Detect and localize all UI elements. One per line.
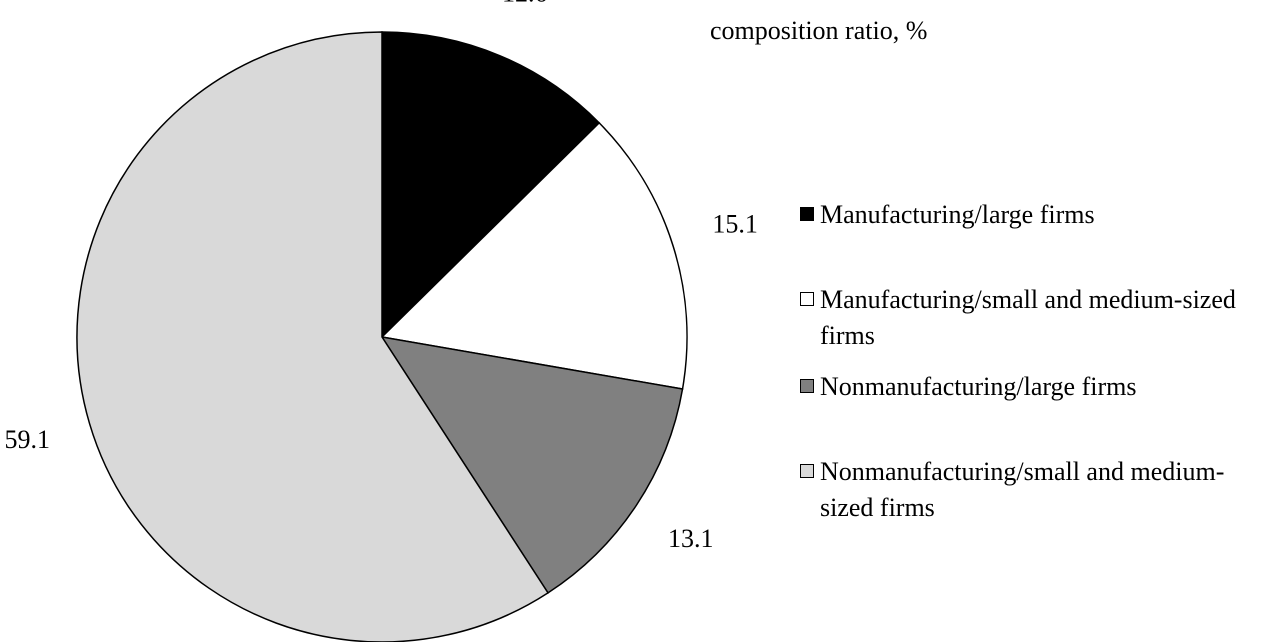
data-label: 13.1 (668, 524, 714, 553)
legend-label: Manufacturing/large firms (820, 200, 1095, 229)
pie-slice (380, 121, 688, 390)
legend-item: Nonmanufacturing/small and medium-sized … (800, 454, 1240, 526)
legend-item: Manufacturing/large firms (800, 197, 1240, 233)
legend-label: Nonmanufacturing/large firms (820, 372, 1137, 401)
legend-item: Manufacturing/small and medium-sized fir… (800, 282, 1240, 354)
legend-item: Nonmanufacturing/large firms (800, 369, 1240, 405)
chart-subtitle: composition ratio, % (710, 16, 927, 45)
legend-swatch (800, 207, 814, 221)
legend-swatch (800, 464, 814, 478)
data-label: 15.1 (712, 209, 758, 238)
data-label: 59.1 (4, 425, 50, 454)
pie-slice (381, 31, 601, 339)
legend-swatch (800, 379, 814, 393)
legend-label: Nonmanufacturing/small and medium-sized … (820, 457, 1225, 522)
pie-slice (380, 335, 684, 594)
legend-label: Manufacturing/small and medium-sized fir… (820, 285, 1236, 350)
legend-swatch (800, 292, 814, 306)
data-label: 12.6 (502, 0, 548, 8)
